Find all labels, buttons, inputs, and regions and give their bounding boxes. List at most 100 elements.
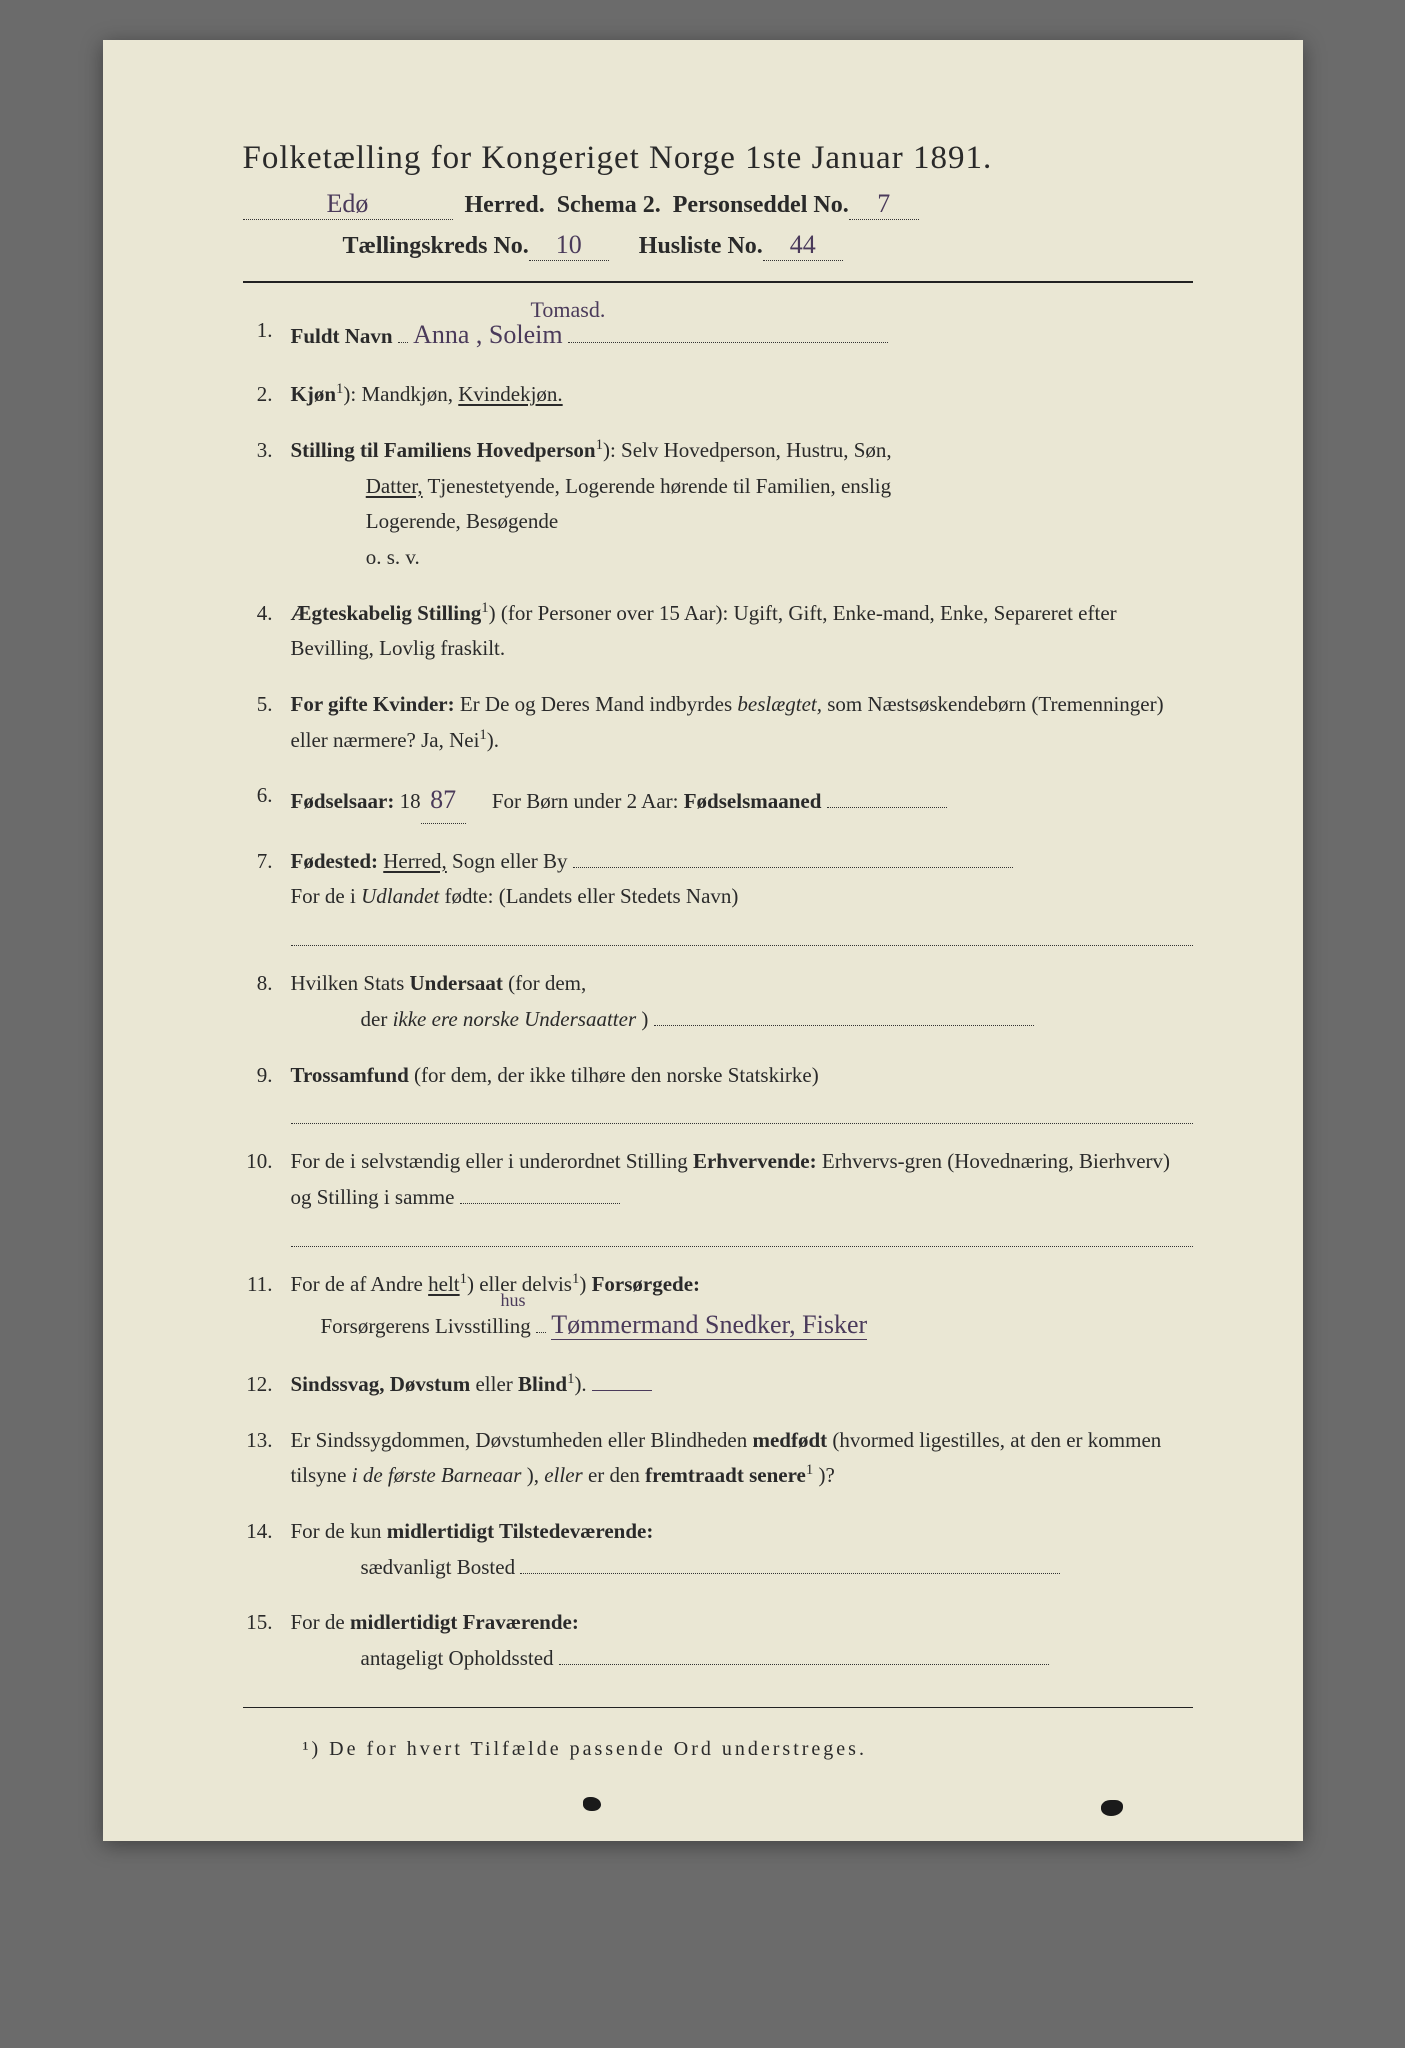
item-15: 15. For de midlertidigt Fraværende: anta… [243,1605,1193,1676]
item-content: Fødselsaar: 1887 For Børn under 2 Aar: F… [291,778,1193,823]
item-content: For de i selvstændig eller i underordnet… [291,1144,1193,1247]
page-title: Folketælling for Kongeriget Norge 1ste J… [243,140,1193,177]
item-13: 13. Er Sindssygdommen, Døvstumheden elle… [243,1423,1193,1494]
item-14: 14. For de kun midlertidigt Tilstedevære… [243,1514,1193,1585]
field-label: Stilling til Familiens Hovedperson [291,438,596,462]
item-number: 10. [243,1144,291,1247]
divider-top [243,281,1193,283]
text-1: For de [291,1610,351,1634]
bold1: Sindssvag, Døvstum [291,1372,471,1396]
item-number: 12. [243,1367,291,1403]
options-line2: Tjenestetyende, Logerende hørende til Fa… [428,474,892,498]
item-number: 5. [243,687,291,758]
bold2: fremtraadt senere [645,1463,806,1487]
field-label: Kjøn [291,382,337,406]
item-content: Tomasd. Fuldt Navn Anna , Soleim [291,313,1193,357]
text-1: Er De og Deres Mand indbyrdes [460,692,738,716]
husliste-value: 44 [763,230,843,261]
option-datter: Datter, [366,474,423,498]
option-mandkjon: Mandkjøn, [361,382,458,406]
option-kvindekjon: Kvindekjøn. [458,382,562,406]
annotation-hus: hus [501,1285,526,1316]
text-3: ), [527,1463,545,1487]
line2: antageligt Opholdssted [291,1646,554,1670]
personseddel-value: 7 [849,189,919,220]
item-number: 6. [243,778,291,823]
text-2b: fødte: (Landets eller Stedets Navn) [444,884,738,908]
text: Sogn eller By [452,849,568,873]
bold: Trossamfund [291,1063,409,1087]
header-line-2: Edø Herred. Schema 2. Personseddel No. 7 [243,189,1193,220]
item-11: 11. For de af Andre helt1) eller delvis1… [243,1267,1193,1347]
header-line-3: Tællingskreds No. 10 Husliste No. 44 [243,230,1193,261]
husliste-label: Husliste No. [639,233,763,260]
item-9: 9. Trossamfund (for dem, der ikke tilhør… [243,1058,1193,1125]
bold: midlertidigt Tilstedeværende: [387,1519,654,1543]
item-content: Trossamfund (for dem, der ikke tilhøre d… [291,1058,1193,1125]
item-number: 3. [243,433,291,576]
field-label: Fuldt Navn [291,324,393,348]
item-number: 13. [243,1423,291,1494]
item-content: Fødested: Herred, Sogn eller By For de i… [291,844,1193,947]
item-content: For de af Andre helt1) eller delvis1) Fo… [291,1267,1193,1347]
item-7: 7. Fødested: Herred, Sogn eller By For d… [243,844,1193,947]
text-1: For de af Andre [291,1272,429,1296]
item-content: For de midlertidigt Fraværende: antageli… [291,1605,1193,1676]
text: eller [475,1372,518,1396]
item-4: 4. Ægteskabelig Stilling1) (for Personer… [243,596,1193,667]
paren-note: (for Personer over 15 Aar): [501,601,728,625]
item-number: 9. [243,1058,291,1125]
item-2: 2. Kjøn1): Mandkjøn, Kvindekjøn. [243,377,1193,413]
schema-label: Schema 2. [557,192,661,219]
item-content: Kjøn1): Mandkjøn, Kvindekjøn. [291,377,1193,413]
options-line1: Selv Hovedperson, Hustru, Søn, [621,438,892,462]
year-prefix: 18 [400,789,421,813]
italic1: i de første Barneaar [352,1463,522,1487]
text-2: For Børn under 2 Aar: [492,789,684,813]
italic: Udlandet [361,884,439,908]
field-label: Ægteskabelig Stilling [291,601,482,625]
bold: Forsørgede: [592,1272,700,1296]
text-1: For de kun [291,1519,387,1543]
item-content: Ægteskabelig Stilling1) (for Personer ov… [291,596,1193,667]
u2: delvis [522,1272,572,1296]
line2: sædvanligt Bosted [291,1555,516,1579]
bold: midlertidigt Fraværende: [350,1610,579,1634]
item-content: Er Sindssygdommen, Døvstumheden eller Bl… [291,1423,1193,1494]
ink-blot [1101,1800,1123,1816]
item-5: 5. For gifte Kvinder: Er De og Deres Man… [243,687,1193,758]
text-1: Er Sindssygdommen, Døvstumheden eller Bl… [291,1428,753,1452]
item-content: For de kun midlertidigt Tilstedeværende:… [291,1514,1193,1585]
line2: Forsørgerens Livsstilling [291,1314,531,1338]
bold: Undersaat [410,971,503,995]
item-6: 6. Fødselsaar: 1887 For Børn under 2 Aar… [243,778,1193,823]
text: (for dem, der ikke tilhøre den norske St… [414,1063,819,1087]
footnote: ¹) De for hvert Tilfælde passende Ord un… [243,1738,1193,1761]
item-number: 15. [243,1605,291,1676]
tellingskreds-label: Tællingskreds No. [343,233,529,260]
item-number: 1. [243,313,291,357]
text-2b: ) [641,1007,648,1031]
item-12: 12. Sindssvag, Døvstum eller Blind1). [243,1367,1193,1403]
item-10: 10. For de i selvstændig eller i underor… [243,1144,1193,1247]
text-4: er den [588,1463,645,1487]
ink-blot [583,1797,601,1811]
item-1: 1. Tomasd. Fuldt Navn Anna , Soleim [243,313,1193,357]
text-1: Hvilken Stats [291,971,410,995]
text-1: For de i selvstændig eller i underordnet… [291,1149,693,1173]
herred-value: Edø [243,189,453,220]
u1: helt [428,1272,460,1296]
text-5: )? [818,1463,834,1487]
item-number: 11. [243,1267,291,1347]
field-label: Fødested: [291,849,379,873]
item-content: Hvilken Stats Undersaat (for dem, der ik… [291,966,1193,1037]
italic2: eller [544,1463,582,1487]
item-number: 2. [243,377,291,413]
item-number: 7. [243,844,291,947]
options-line4: o. s. v. [366,545,420,569]
name-annotation: Tomasd. [531,291,606,328]
text-2a: der [291,1007,393,1031]
bold1: medfødt [752,1428,827,1452]
options-line3: Logerende, Besøgende [366,509,558,533]
divider-bottom [243,1707,1193,1708]
